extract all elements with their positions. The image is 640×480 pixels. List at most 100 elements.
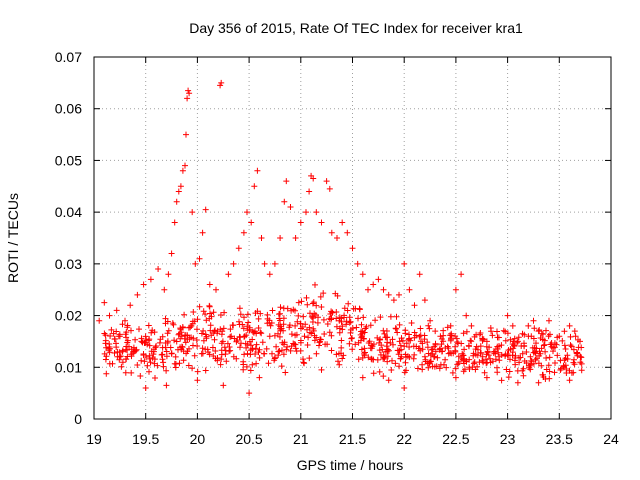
data-point bbox=[103, 370, 110, 377]
data-point bbox=[199, 229, 206, 236]
data-point bbox=[528, 333, 535, 340]
data-point bbox=[349, 346, 356, 353]
data-point bbox=[577, 338, 583, 345]
data-point bbox=[189, 209, 196, 216]
data-point bbox=[477, 350, 484, 357]
data-point bbox=[406, 344, 413, 350]
data-point bbox=[448, 332, 455, 339]
data-point bbox=[385, 347, 392, 354]
data-point bbox=[193, 337, 200, 343]
data-point bbox=[548, 340, 555, 346]
data-point bbox=[231, 335, 238, 342]
data-point bbox=[355, 356, 362, 363]
data-point bbox=[393, 313, 400, 320]
data-point bbox=[387, 313, 394, 320]
data-point bbox=[254, 167, 261, 174]
data-point bbox=[401, 260, 408, 267]
data-point bbox=[402, 351, 409, 358]
data-point bbox=[425, 322, 432, 329]
data-point bbox=[313, 350, 320, 357]
data-point bbox=[109, 360, 116, 367]
data-point bbox=[370, 341, 377, 348]
data-point bbox=[488, 328, 495, 335]
data-point bbox=[452, 365, 459, 372]
data-point bbox=[376, 347, 383, 354]
data-point bbox=[154, 362, 161, 369]
data-point bbox=[168, 250, 175, 257]
data-point bbox=[288, 331, 295, 338]
data-point bbox=[271, 355, 278, 362]
data-point bbox=[573, 350, 580, 357]
data-point bbox=[301, 360, 308, 367]
data-point bbox=[362, 325, 369, 332]
data-point bbox=[114, 353, 121, 360]
data-point bbox=[214, 355, 221, 361]
x-tick-label: 24 bbox=[603, 431, 619, 447]
data-point bbox=[566, 367, 573, 374]
data-point bbox=[182, 162, 188, 169]
data-point bbox=[161, 286, 168, 293]
data-point bbox=[258, 330, 265, 337]
data-point bbox=[393, 325, 400, 332]
data-point bbox=[138, 357, 145, 364]
data-point bbox=[533, 340, 539, 347]
data-point bbox=[276, 348, 283, 354]
data-point bbox=[477, 330, 484, 336]
data-point bbox=[410, 355, 417, 362]
data-point bbox=[297, 219, 304, 226]
y-tick-labels: 0 0.01 0.02 0.03 0.04 0.05 0.06 0.07 bbox=[55, 49, 82, 427]
data-point bbox=[416, 271, 423, 278]
data-point bbox=[460, 330, 467, 337]
data-point bbox=[411, 329, 418, 336]
data-point bbox=[261, 350, 268, 357]
data-point bbox=[263, 345, 270, 352]
data-point bbox=[144, 362, 151, 369]
data-point bbox=[408, 320, 415, 326]
data-point bbox=[349, 325, 356, 332]
data-point bbox=[542, 348, 549, 355]
data-point bbox=[419, 346, 426, 353]
data-point bbox=[198, 350, 205, 357]
data-point bbox=[227, 326, 234, 333]
data-point bbox=[278, 363, 285, 370]
data-point bbox=[189, 320, 196, 327]
data-point bbox=[336, 329, 343, 336]
data-point bbox=[462, 366, 468, 373]
data-point bbox=[349, 245, 356, 252]
data-point bbox=[280, 321, 287, 328]
data-point bbox=[165, 271, 172, 278]
data-point bbox=[318, 304, 325, 310]
data-point bbox=[237, 344, 243, 351]
data-point bbox=[543, 355, 550, 361]
data-point bbox=[427, 317, 434, 324]
data-point bbox=[253, 360, 260, 367]
data-point bbox=[212, 348, 219, 354]
data-point bbox=[151, 329, 158, 336]
data-point bbox=[328, 347, 335, 354]
data-point bbox=[341, 312, 348, 319]
data-point bbox=[298, 298, 305, 305]
data-point bbox=[466, 364, 473, 371]
data-point bbox=[442, 356, 449, 363]
data-point bbox=[385, 291, 392, 298]
data-point bbox=[138, 335, 145, 342]
data-point bbox=[463, 328, 470, 335]
x-tick-label: 23 bbox=[500, 431, 516, 447]
data-point bbox=[470, 360, 477, 367]
data-point bbox=[210, 309, 217, 316]
data-point bbox=[406, 286, 413, 293]
data-point bbox=[255, 349, 262, 356]
data-point bbox=[198, 330, 205, 337]
data-point bbox=[344, 229, 351, 236]
data-point bbox=[487, 355, 493, 362]
data-point bbox=[421, 332, 428, 339]
data-point bbox=[306, 355, 313, 362]
data-point bbox=[124, 337, 131, 344]
data-point bbox=[376, 336, 383, 343]
data-point bbox=[468, 322, 475, 329]
data-point bbox=[178, 329, 185, 336]
data-point bbox=[557, 367, 564, 373]
data-point bbox=[209, 344, 216, 351]
data-point bbox=[384, 346, 391, 353]
data-point bbox=[527, 353, 534, 360]
